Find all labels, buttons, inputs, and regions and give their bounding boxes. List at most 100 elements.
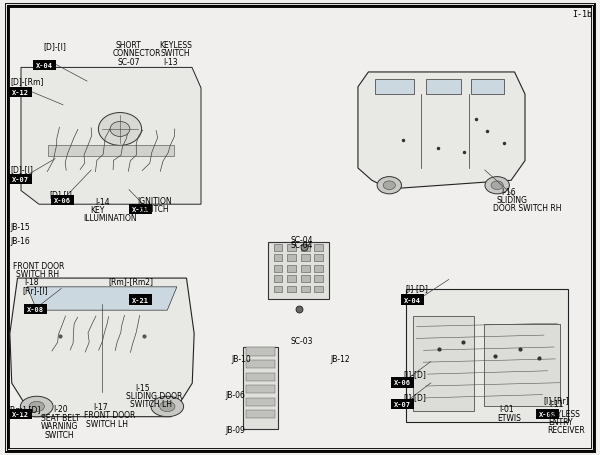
Ellipse shape [160, 401, 175, 412]
Bar [401, 295, 424, 305]
Text: [D]-[Rm]: [D]-[Rm] [11, 77, 44, 86]
Text: SWITCH: SWITCH [139, 205, 169, 214]
Text: KEY: KEY [90, 206, 104, 215]
Text: I-13: I-13 [163, 57, 178, 66]
Polygon shape [10, 278, 194, 417]
Text: SC-04: SC-04 [290, 236, 313, 245]
Text: I-14: I-14 [95, 197, 109, 207]
Text: JB-09: JB-09 [226, 425, 245, 435]
Text: I-15: I-15 [135, 383, 149, 392]
Bar [301, 245, 310, 251]
Text: FRONT DOOR: FRONT DOOR [84, 410, 136, 420]
Text: I-20: I-20 [53, 404, 67, 413]
Bar [413, 316, 474, 411]
Ellipse shape [29, 401, 44, 412]
Text: SEAT BELT: SEAT BELT [41, 413, 80, 422]
Text: JB-06: JB-06 [226, 390, 245, 399]
Polygon shape [376, 80, 413, 95]
Text: X-04: X-04 [404, 297, 421, 303]
Ellipse shape [20, 396, 53, 417]
Bar [314, 245, 323, 251]
Bar [33, 61, 56, 71]
Bar [246, 360, 275, 368]
Text: X-12: X-12 [12, 411, 29, 418]
Text: X-12: X-12 [12, 90, 29, 96]
Text: I-11: I-11 [550, 399, 564, 409]
Text: ETWIS: ETWIS [497, 413, 521, 422]
Text: X-07: X-07 [12, 176, 29, 182]
Text: SLIDING DOOR: SLIDING DOOR [126, 391, 182, 400]
Bar [48, 146, 174, 157]
Circle shape [98, 113, 142, 146]
Text: SC-07: SC-07 [118, 57, 140, 66]
Bar [268, 243, 329, 299]
Text: SWITCH LH: SWITCH LH [130, 399, 172, 409]
Text: SWITCH RH: SWITCH RH [16, 269, 59, 278]
Bar [391, 378, 414, 388]
Text: ILLUMINATION: ILLUMINATION [83, 214, 136, 223]
Bar [246, 398, 275, 406]
Bar [287, 245, 296, 251]
Text: FRONT DOOR: FRONT DOOR [13, 262, 65, 271]
Bar [274, 245, 283, 251]
Text: X-06: X-06 [54, 197, 71, 204]
Text: I-01: I-01 [499, 404, 514, 413]
Text: I-17: I-17 [93, 402, 107, 411]
Text: SHORT: SHORT [116, 41, 142, 50]
Bar [287, 265, 296, 272]
Bar [287, 255, 296, 262]
Text: [I]-[D]: [I]-[D] [403, 392, 426, 401]
Bar [301, 255, 310, 262]
Bar [314, 276, 323, 282]
Bar [314, 286, 323, 293]
Text: WARNING: WARNING [41, 421, 78, 430]
Text: SC-03: SC-03 [290, 336, 313, 345]
Text: X-08: X-08 [27, 306, 44, 312]
Bar [246, 410, 275, 419]
Bar [129, 205, 152, 215]
Bar [246, 385, 275, 394]
Text: SLIDING: SLIDING [497, 196, 528, 205]
Text: [Rm]-[D]: [Rm]-[D] [8, 404, 41, 413]
Text: KEYLESS: KEYLESS [159, 41, 192, 50]
Text: [I]-[Rr]: [I]-[Rr] [544, 395, 569, 404]
Bar [274, 265, 283, 272]
Text: SWITCH: SWITCH [44, 430, 74, 439]
Bar [314, 265, 323, 272]
Bar [301, 265, 310, 272]
Bar [24, 304, 47, 314]
Text: [D]-[I]: [D]-[I] [11, 165, 34, 174]
Bar [314, 255, 323, 262]
Ellipse shape [151, 396, 184, 417]
Text: [Rr]-[I]: [Rr]-[I] [23, 286, 49, 295]
Bar [243, 348, 278, 429]
Bar [287, 286, 296, 293]
Text: X-21: X-21 [132, 297, 149, 303]
Bar [274, 286, 283, 293]
Text: JB-10: JB-10 [232, 354, 251, 363]
Text: I-16: I-16 [502, 187, 516, 197]
Text: SWITCH: SWITCH [161, 49, 190, 58]
Text: [I]-[D]: [I]-[D] [406, 283, 428, 292]
Text: I-18: I-18 [24, 278, 38, 287]
Text: [Rm]-[Rm2]: [Rm]-[Rm2] [108, 277, 153, 286]
Bar [129, 295, 152, 305]
Ellipse shape [485, 177, 509, 194]
Bar [391, 399, 414, 410]
Bar [9, 410, 32, 420]
Text: JB-15: JB-15 [11, 222, 31, 231]
Text: RECEIVER: RECEIVER [547, 425, 585, 434]
Text: X-04: X-04 [36, 62, 53, 69]
Polygon shape [471, 80, 504, 95]
Polygon shape [27, 287, 177, 310]
Text: X-06: X-06 [394, 379, 411, 386]
Bar [406, 290, 568, 422]
Ellipse shape [377, 177, 401, 194]
Text: DOOR SWITCH RH: DOOR SWITCH RH [493, 204, 562, 213]
Bar [287, 276, 296, 282]
Polygon shape [21, 68, 201, 205]
Text: JB-12: JB-12 [330, 354, 350, 363]
Text: X-11: X-11 [132, 207, 149, 213]
Text: SWITCH LH: SWITCH LH [86, 419, 128, 428]
Circle shape [110, 122, 130, 137]
